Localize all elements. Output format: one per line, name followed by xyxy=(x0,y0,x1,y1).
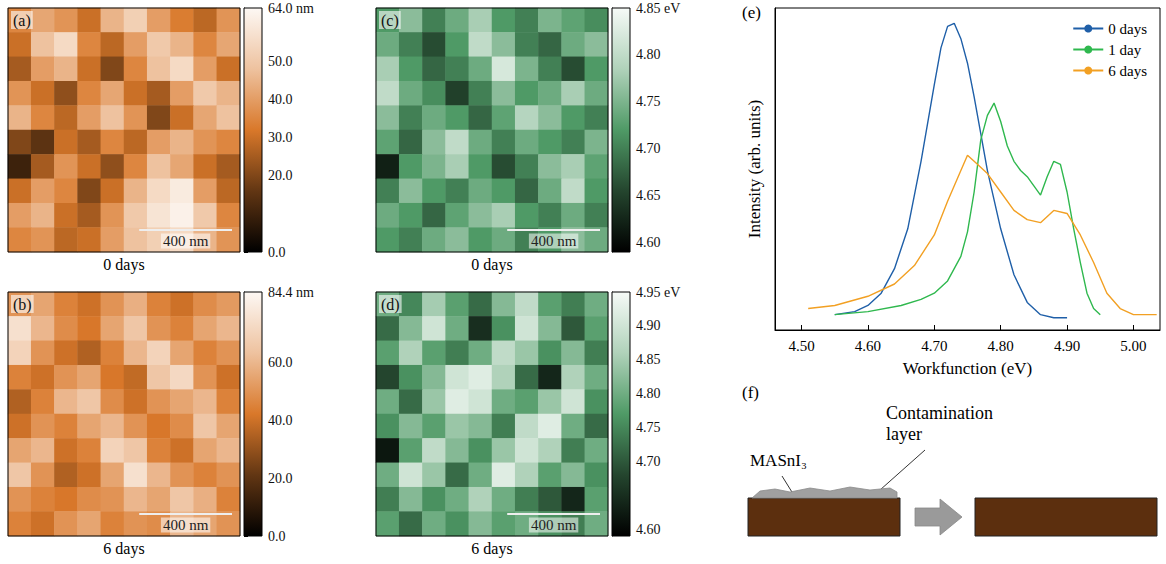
svg-text:20.0: 20.0 xyxy=(268,168,293,183)
svg-text:4.85 eV: 4.85 eV xyxy=(636,1,680,16)
svg-text:4.80: 4.80 xyxy=(636,47,661,62)
svg-text:0.0: 0.0 xyxy=(268,529,286,544)
svg-text:4.85: 4.85 xyxy=(636,352,661,367)
svg-text:(d): (d) xyxy=(381,296,400,314)
svg-text:4.60: 4.60 xyxy=(855,338,881,354)
svg-text:0 days: 0 days xyxy=(471,256,512,274)
svg-text:60.0: 60.0 xyxy=(268,355,293,370)
svg-text:Workfunction (eV): Workfunction (eV) xyxy=(903,359,1032,378)
svg-text:4.65: 4.65 xyxy=(636,188,661,203)
svg-text:4.60: 4.60 xyxy=(636,235,661,250)
svg-text:400 nm: 400 nm xyxy=(163,233,209,249)
svg-text:4.90: 4.90 xyxy=(1054,338,1080,354)
svg-text:(b): (b) xyxy=(13,296,32,314)
svg-text:84.4 nm: 84.4 nm xyxy=(268,285,314,300)
svg-text:(f): (f) xyxy=(742,383,759,402)
svg-text:400 nm: 400 nm xyxy=(163,517,209,533)
svg-text:(c): (c) xyxy=(381,12,399,30)
svg-text:0 days: 0 days xyxy=(1108,21,1147,37)
svg-text:40.0: 40.0 xyxy=(268,413,293,428)
svg-text:40.0: 40.0 xyxy=(268,92,293,107)
svg-text:4.60: 4.60 xyxy=(636,522,661,537)
svg-text:4.75: 4.75 xyxy=(636,420,661,435)
svg-text:20.0: 20.0 xyxy=(268,471,293,486)
svg-text:400 nm: 400 nm xyxy=(531,233,577,249)
svg-text:4.95 eV: 4.95 eV xyxy=(636,285,680,300)
svg-text:4.70: 4.70 xyxy=(921,338,947,354)
svg-text:4.75: 4.75 xyxy=(636,94,661,109)
svg-text:MASnI₃: MASnI₃ xyxy=(750,451,807,470)
svg-text:6 days: 6 days xyxy=(103,540,144,558)
svg-text:5.00: 5.00 xyxy=(1120,338,1146,354)
svg-text:(e): (e) xyxy=(742,3,761,22)
svg-text:Contamination: Contamination xyxy=(886,403,998,423)
svg-text:0.0: 0.0 xyxy=(268,245,286,260)
svg-text:4.90: 4.90 xyxy=(636,318,661,333)
svg-text:6 days: 6 days xyxy=(471,540,512,558)
svg-text:400 nm: 400 nm xyxy=(531,517,577,533)
svg-text:64.0 nm: 64.0 nm xyxy=(268,1,314,16)
svg-text:1 day: 1 day xyxy=(1108,42,1141,58)
svg-text:4.80: 4.80 xyxy=(988,338,1014,354)
svg-text:4.80: 4.80 xyxy=(636,386,661,401)
svg-text:4.70: 4.70 xyxy=(636,141,661,156)
svg-text:4.50: 4.50 xyxy=(788,338,814,354)
svg-text:0 days: 0 days xyxy=(103,256,144,274)
svg-text:4.70: 4.70 xyxy=(636,454,661,469)
svg-text:6 days: 6 days xyxy=(1108,63,1147,79)
svg-text:30.0: 30.0 xyxy=(268,130,293,145)
svg-text:layer: layer xyxy=(886,424,922,444)
svg-text:50.0: 50.0 xyxy=(268,54,293,69)
svg-text:Intensity (arb. units): Intensity (arb. units) xyxy=(745,100,764,238)
svg-text:(a): (a) xyxy=(13,12,31,30)
